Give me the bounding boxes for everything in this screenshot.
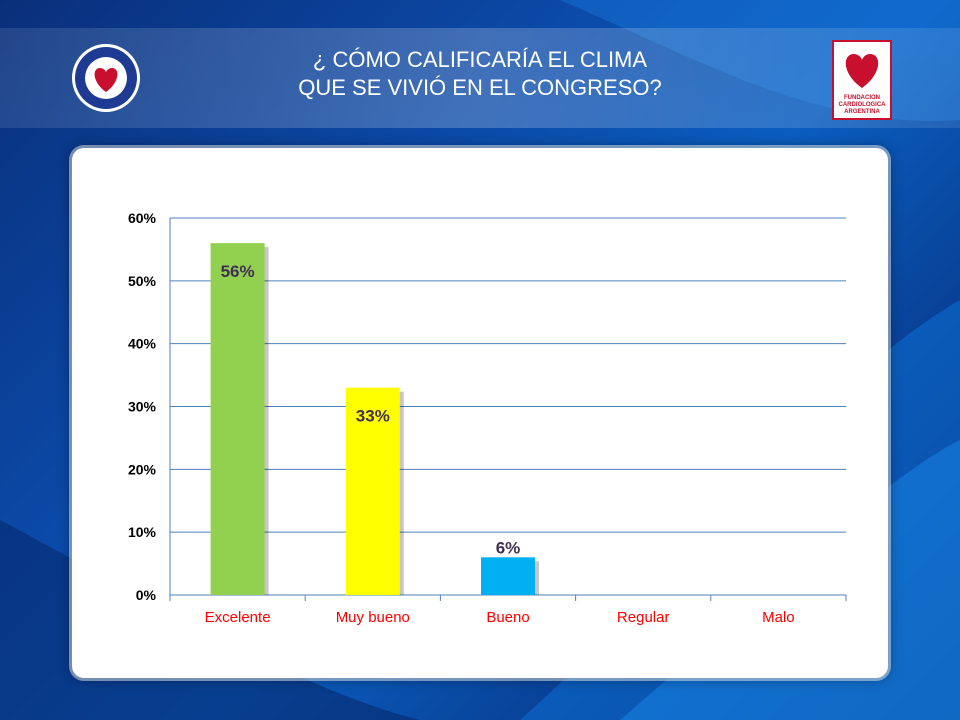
bar-value-label: 6% <box>496 538 521 557</box>
x-category-label: Excelente <box>205 609 271 626</box>
y-tick-label: 30% <box>128 399 157 415</box>
y-tick-label: 20% <box>128 461 157 477</box>
bar-chart: 0% 10% 20% 30% 40% 50% 60% 56% Excelente 33% Muy b… <box>128 210 847 626</box>
bar <box>345 387 400 595</box>
fca-logo-text-3: ARGENTINA <box>844 109 880 115</box>
fca-logo: FUNDACION CARDIOLOGICA ARGENTINA <box>832 40 892 120</box>
chart-panel <box>72 148 888 678</box>
bar <box>210 243 265 595</box>
fca-logo-text-1: FUNDACION <box>844 95 880 101</box>
bar-value-label: 56% <box>221 262 255 281</box>
bar-value-label: 33% <box>356 407 390 426</box>
y-tick-label: 0% <box>136 587 157 603</box>
x-category-label: Malo <box>762 609 795 626</box>
x-category-label: Muy bueno <box>336 609 410 626</box>
bar <box>481 557 535 595</box>
x-category-label: Bueno <box>486 609 529 626</box>
slide-title-line-2: QUE SE VIVIÓ EN EL CONGRESO? <box>298 75 662 100</box>
y-tick-label: 10% <box>128 524 157 540</box>
slide-title: ¿ CÓMO CALIFICARÍA EL CLIMA QUE SE VIVIÓ… <box>190 46 770 102</box>
sac-logo <box>72 44 140 112</box>
y-tick-label: 40% <box>128 336 157 352</box>
y-tick-label: 60% <box>128 210 157 226</box>
title-band <box>0 28 960 128</box>
x-category-label: Regular <box>617 609 670 626</box>
fca-logo-text-2: CARDIOLOGICA <box>839 102 887 108</box>
slide-title-line-1: ¿ CÓMO CALIFICARÍA EL CLIMA <box>312 47 648 72</box>
y-tick-label: 50% <box>128 273 157 289</box>
